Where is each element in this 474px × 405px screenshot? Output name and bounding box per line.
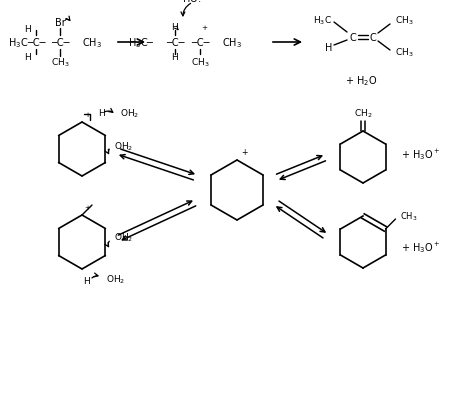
Text: C: C bbox=[350, 33, 356, 43]
Text: OH$_2$: OH$_2$ bbox=[114, 141, 133, 153]
Text: ─C─: ─C─ bbox=[51, 38, 69, 48]
Text: OH$_2$: OH$_2$ bbox=[120, 107, 139, 120]
Text: CH$_3$: CH$_3$ bbox=[395, 47, 414, 59]
Text: H: H bbox=[172, 53, 178, 62]
Text: HO:$^-$: HO:$^-$ bbox=[182, 0, 209, 4]
Text: $^+$: $^+$ bbox=[82, 205, 91, 215]
Text: ─C─: ─C─ bbox=[27, 38, 45, 48]
Text: + H$_3$O$^+$: + H$_3$O$^+$ bbox=[401, 147, 440, 162]
Text: H: H bbox=[325, 43, 332, 53]
Text: H: H bbox=[172, 23, 178, 32]
Text: H: H bbox=[25, 52, 31, 61]
Text: H: H bbox=[25, 24, 31, 34]
Text: C: C bbox=[370, 33, 376, 43]
Text: CH$_3$: CH$_3$ bbox=[51, 57, 69, 69]
Text: CH$_3$: CH$_3$ bbox=[191, 57, 210, 69]
Text: + H$_3$O$^+$: + H$_3$O$^+$ bbox=[401, 240, 440, 255]
Text: CH$_3$: CH$_3$ bbox=[400, 210, 417, 223]
Text: CH$_3$: CH$_3$ bbox=[82, 36, 102, 50]
Text: CH$_3$: CH$_3$ bbox=[395, 15, 414, 27]
Text: ─C─: ─C─ bbox=[191, 38, 209, 48]
Text: OH$_2$: OH$_2$ bbox=[114, 231, 133, 244]
Text: CH$_2$: CH$_2$ bbox=[354, 107, 372, 120]
Text: $^+$: $^+$ bbox=[240, 148, 250, 158]
Text: ─C─: ─C─ bbox=[166, 38, 184, 48]
Text: $^+$: $^+$ bbox=[200, 25, 209, 35]
Text: CH$_3$: CH$_3$ bbox=[222, 36, 242, 50]
Text: H$_3$C: H$_3$C bbox=[313, 15, 332, 27]
Text: Br: Br bbox=[55, 18, 65, 28]
Text: OH$_2$: OH$_2$ bbox=[106, 273, 125, 286]
Text: H: H bbox=[83, 277, 91, 286]
Text: H$_3$C: H$_3$C bbox=[8, 36, 28, 50]
Text: + H$_2$O: + H$_2$O bbox=[345, 74, 377, 88]
Text: H$_3$C─: H$_3$C─ bbox=[128, 36, 155, 50]
Text: H: H bbox=[98, 109, 105, 118]
Text: $^+$: $^+$ bbox=[82, 112, 91, 122]
